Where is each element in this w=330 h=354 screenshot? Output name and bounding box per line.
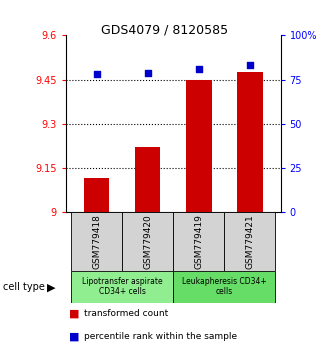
Text: Lipotransfer aspirate
CD34+ cells: Lipotransfer aspirate CD34+ cells: [82, 277, 162, 296]
Text: GSM779419: GSM779419: [194, 214, 203, 269]
Text: GSM779418: GSM779418: [92, 214, 101, 269]
Point: [196, 66, 201, 72]
Bar: [173, 212, 224, 271]
Text: cell type: cell type: [3, 282, 45, 292]
Text: Leukapheresis CD34+
cells: Leukapheresis CD34+ cells: [182, 277, 267, 296]
Text: ■: ■: [69, 308, 80, 318]
Bar: [173, 271, 276, 303]
Text: ■: ■: [69, 331, 80, 341]
Bar: [71, 271, 173, 303]
Text: ▶: ▶: [47, 282, 55, 292]
Text: transformed count: transformed count: [84, 309, 168, 318]
Bar: [237, 72, 263, 212]
Bar: [71, 212, 122, 271]
Text: percentile rank within the sample: percentile rank within the sample: [84, 332, 237, 341]
Point: [247, 63, 252, 68]
Text: GDS4079 / 8120585: GDS4079 / 8120585: [101, 23, 229, 36]
Bar: [84, 178, 110, 212]
Point: [94, 72, 99, 77]
Text: GSM779420: GSM779420: [143, 214, 152, 269]
Text: GSM779421: GSM779421: [246, 214, 254, 269]
Bar: [135, 148, 160, 212]
Bar: [186, 80, 212, 212]
Bar: [224, 212, 276, 271]
Bar: [122, 212, 173, 271]
Point: [145, 70, 150, 75]
